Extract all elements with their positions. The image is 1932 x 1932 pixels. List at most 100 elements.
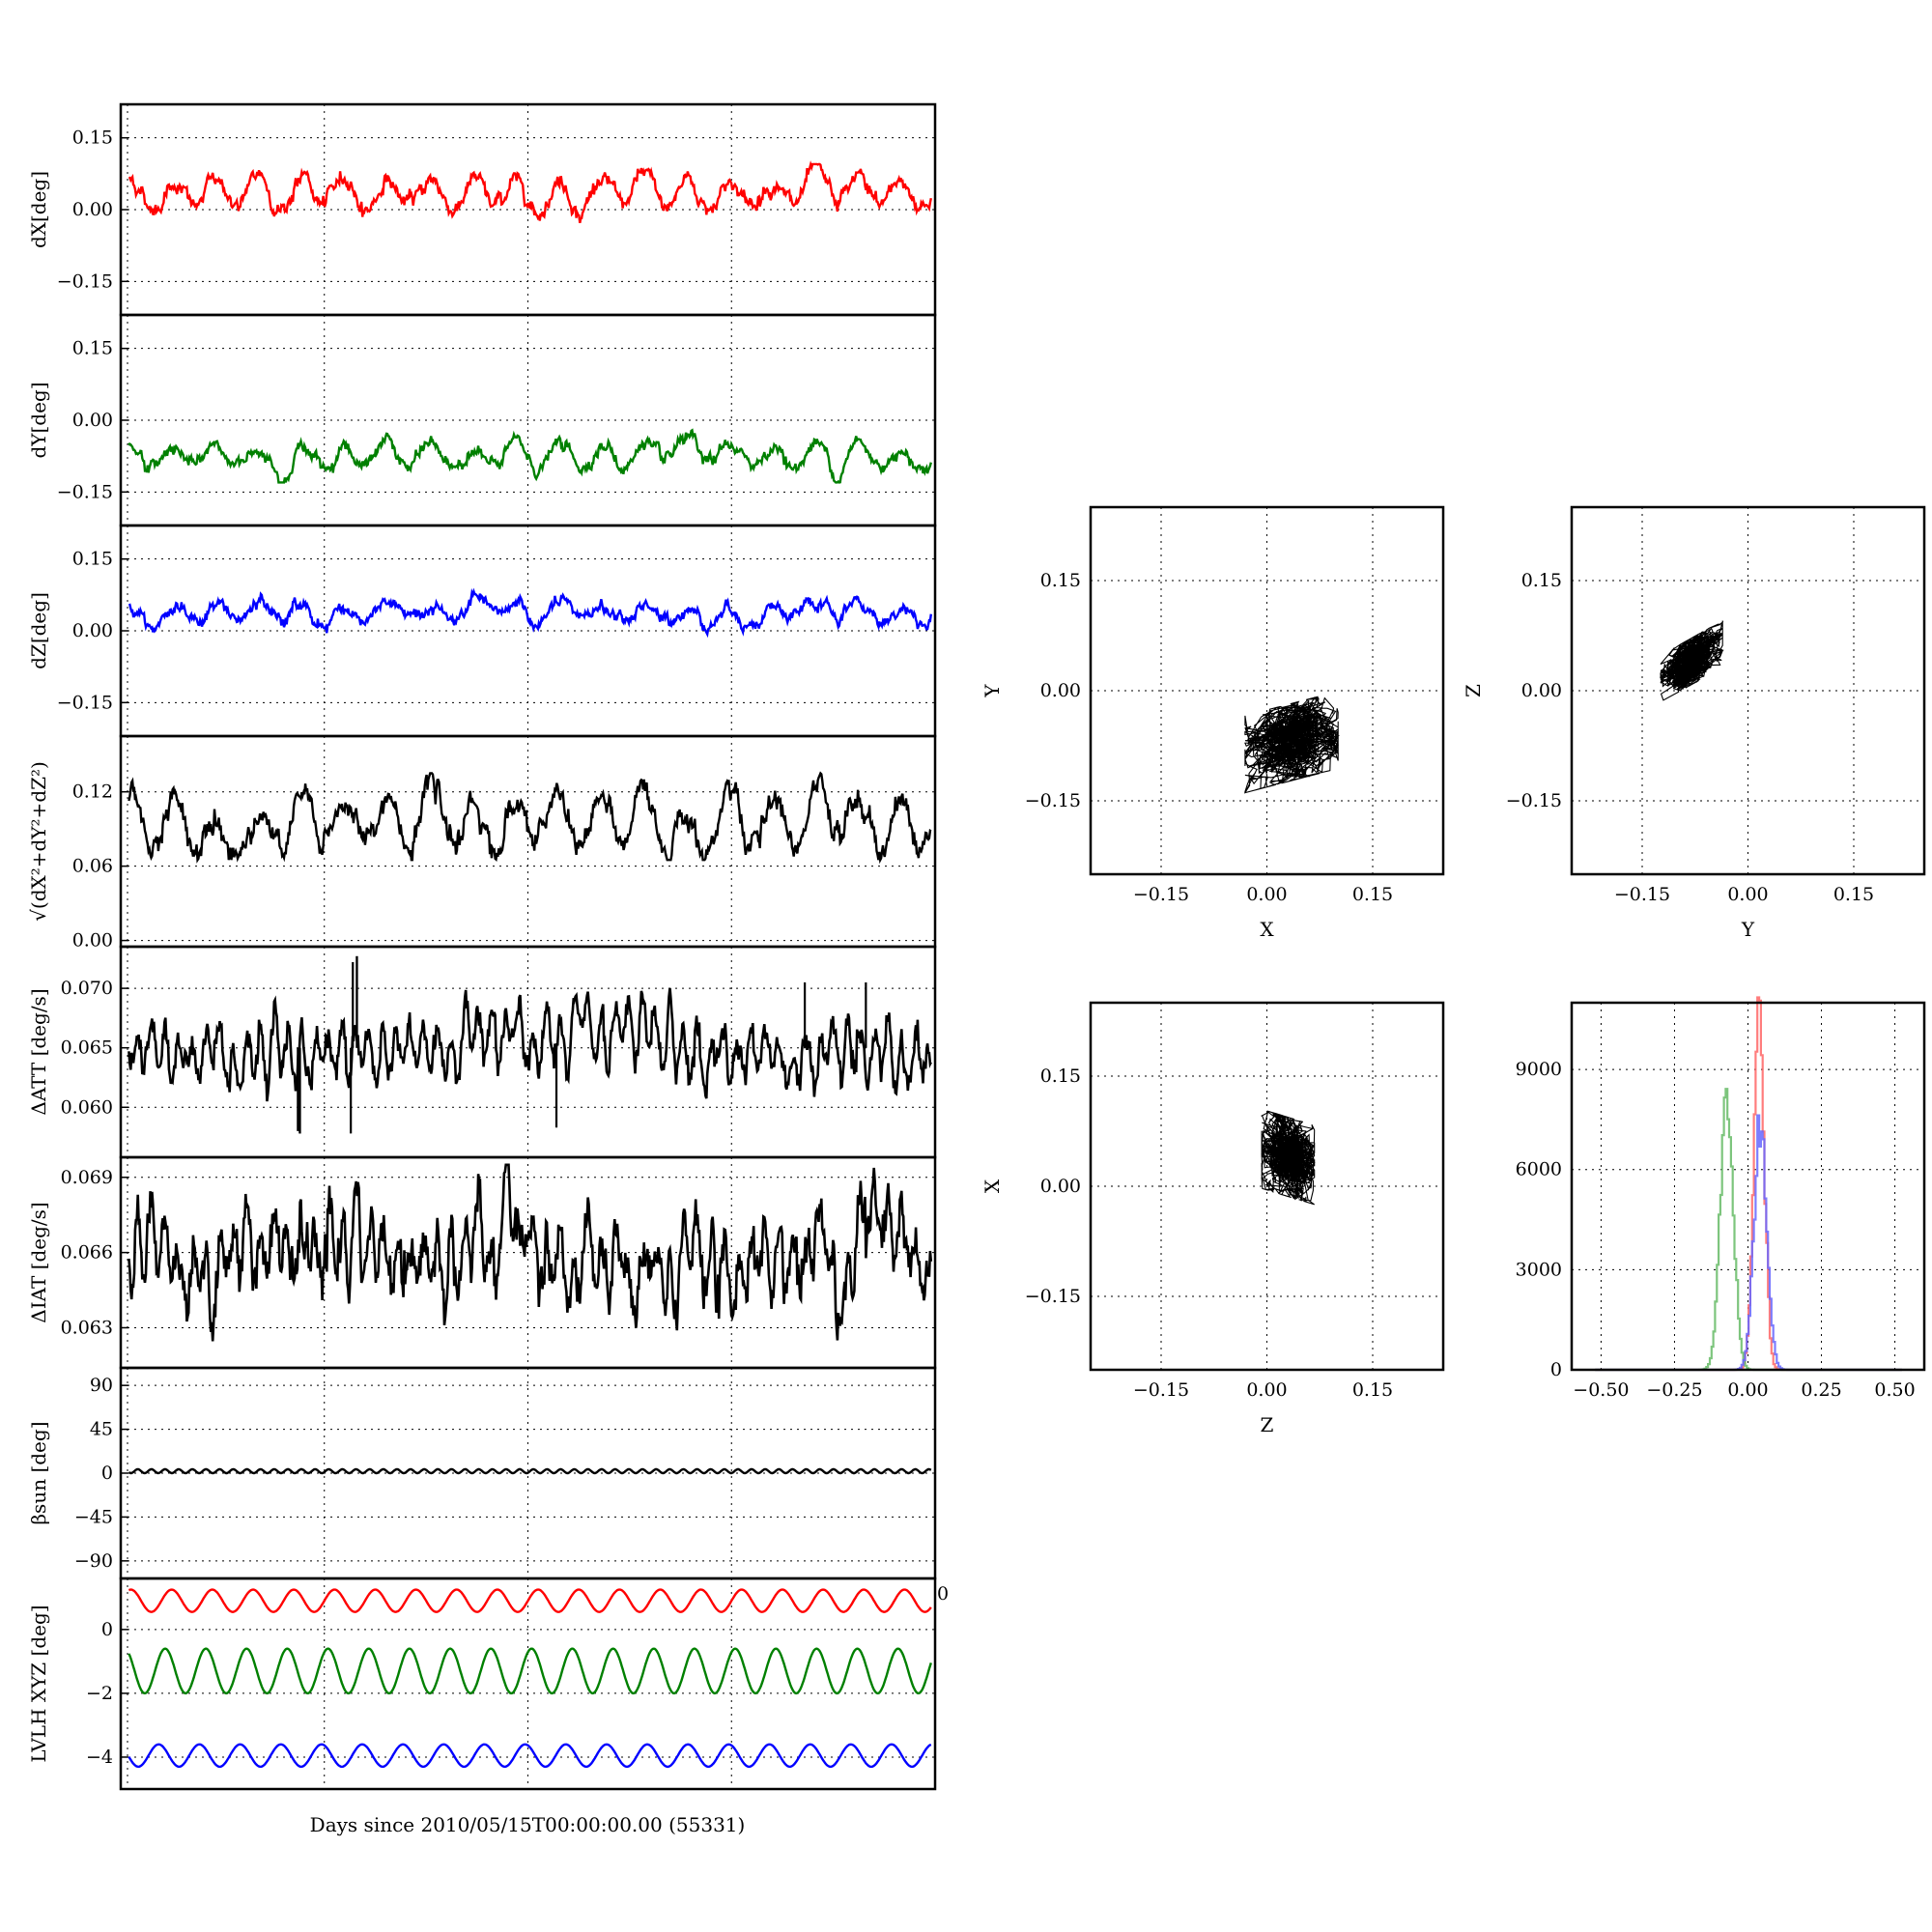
y-tick-label: 0 [101,1619,113,1640]
scatter-trace-xy [1243,696,1341,794]
series-line-lvlh-1 [128,1647,932,1695]
series-line-lvlh-2 [128,1743,932,1769]
panel-diat: 0.069 0.066 0.063 ΔIAT [deg/s] [27,1155,937,1370]
series-line-dz-0 [128,587,932,639]
y-axis-label: √(dX²+dY²+dZ²) [27,761,50,922]
panel-dy: 0.15 0.00 −0.15 dY[deg] [27,313,937,527]
panel-frame [119,1577,937,1791]
x-tick-label: 0.15 [1352,884,1393,905]
scatter-panel-zx: −0.15 −0.15 0.00 0.00 0.15 0.15 Z X [980,1001,1445,1436]
panel-datt: 0.070 0.065 0.060 ΔATT [deg/s] [27,945,937,1159]
panel-total: 0.12 0.06 0.00 √(dX²+dY²+dZ²) [27,734,937,952]
time-series-stack: 0.15 0.00 −0.15 dX[deg] 0.15 0.00 −0.15 dY[deg]… [27,102,937,1791]
panel-lvlh: 0 −2 −4 LVLH XYZ [deg] [27,1577,937,1791]
scatter-trace-yz [1659,620,1724,701]
y-axis-label: ΔATT [deg/s] [27,988,50,1115]
series-line-dx-0 [128,160,932,224]
y-tick-label: −0.15 [57,270,113,292]
y-tick-label: −0.15 [1025,1286,1081,1307]
y-tick-label: −90 [74,1550,113,1572]
y-tick-label: −0.15 [1506,790,1562,811]
y-tick-label: 0.066 [61,1242,113,1264]
series-line-beta-0 [128,1467,932,1475]
x-tick-label: 0.25 [1801,1379,1841,1401]
x-tick-label: 0.15 [1352,1379,1393,1401]
histogram-series-dX [1595,996,1902,1372]
x-tick-label: 0.00 [1727,1379,1768,1401]
series-line-lvlh-0 [128,1588,932,1613]
x-tick-label: −0.50 [1573,1379,1629,1401]
y-tick-label: −4 [86,1747,113,1768]
x-tick-label: −0.15 [1133,1379,1189,1401]
panel-frame [1089,505,1445,876]
scatter-panel-xy: −0.15 −0.15 0.00 0.00 0.15 0.15 X Y [980,505,1445,941]
panel-beta: 90 45 0 −45 −90 βsun [deg] [27,1366,937,1580]
histogram-series-dZ [1595,1114,1902,1372]
series-line-dy-0 [128,428,932,484]
scatter-histogram-grid: −0.15 −0.15 0.00 0.00 0.15 0.15 X Y −0.15 −0.15 0.… [980,505,1926,1436]
y-tick-label: 0.15 [72,128,113,149]
y-tick-label: −0.15 [1025,790,1081,811]
y-axis-label: Z [1462,684,1485,697]
y-tick-label: 0.00 [1521,680,1562,701]
stray-tick-label: 0 [937,1583,949,1605]
y-tick-label: 0.15 [72,338,113,359]
y-axis-label: ΔIAT [deg/s] [27,1202,50,1322]
y-tick-label: 0.15 [1521,570,1562,591]
shared-x-axis-label: Days since 2010/05/15T00:00:00.00 (55331… [310,1813,746,1836]
y-axis-label: dZ[deg] [27,592,50,669]
series-line-diat-0 [128,1163,933,1342]
scatter-panel-yz: −0.15 −0.15 0.00 0.00 0.15 0.15 Y Z [1462,505,1926,941]
series-line-datt-0 [128,987,932,1102]
x-tick-label: −0.15 [1614,884,1670,905]
y-tick-label: 0.06 [72,856,113,877]
histogram-panel: −0.50 −0.25 0.00 0.25 0.50 9000 6000 3000 0 [1516,996,1926,1401]
y-tick-label: 0.00 [72,930,113,952]
panel-frame [119,945,937,1159]
x-tick-label: 0.15 [1833,884,1874,905]
y-axis-label: LVLH XYZ [deg] [27,1605,50,1762]
y-tick-label: 0.15 [72,549,113,570]
y-axis-label: dY[deg] [27,382,50,458]
x-axis-label: X [1260,918,1274,941]
x-tick-label: −0.25 [1646,1379,1702,1401]
y-tick-label: 0.00 [1040,680,1081,701]
y-tick-label: 9000 [1516,1059,1562,1080]
y-tick-label: −0.15 [57,481,113,502]
y-tick-label: 0.00 [1040,1176,1081,1197]
y-axis-label: βsun [deg] [27,1422,50,1525]
y-axis-label: Y [980,684,1004,698]
series-line-total-0 [128,771,932,865]
x-tick-label: 0.00 [1727,884,1768,905]
y-tick-label: 0 [1550,1359,1562,1380]
panel-dx: 0.15 0.00 −0.15 dX[deg] [27,102,937,317]
y-tick-label: 3000 [1516,1259,1562,1280]
y-tick-label: 0.00 [72,410,113,431]
panel-frame [1089,1001,1445,1372]
y-tick-label: 0.060 [61,1096,113,1118]
y-tick-label: 0.065 [61,1037,113,1059]
y-tick-label: −0.15 [57,692,113,713]
y-tick-label: 0.00 [72,620,113,641]
y-tick-label: 90 [90,1375,113,1396]
y-tick-label: 0.070 [61,978,113,999]
y-tick-label: 0.12 [72,781,113,803]
y-tick-label: 0.15 [1040,570,1081,591]
y-tick-label: 6000 [1516,1159,1562,1180]
y-tick-label: 0.069 [61,1167,113,1188]
y-axis-label: dX[deg] [27,171,50,248]
x-tick-label: 0.00 [1246,1379,1287,1401]
y-tick-label: −2 [86,1683,113,1704]
y-tick-label: 0.063 [61,1317,113,1338]
y-tick-label: 0.00 [72,199,113,220]
y-tick-label: 0.15 [1040,1065,1081,1087]
panel-frame [1570,1001,1926,1372]
x-tick-label: 0.50 [1874,1379,1915,1401]
scatter-trace-zx [1261,1110,1316,1206]
x-tick-label: −0.15 [1133,884,1189,905]
y-axis-label: X [980,1179,1004,1193]
panel-frame [1570,505,1926,876]
panel-dz: 0.15 0.00 −0.15 dZ[deg] [27,524,937,738]
y-tick-label: 0 [101,1463,113,1484]
